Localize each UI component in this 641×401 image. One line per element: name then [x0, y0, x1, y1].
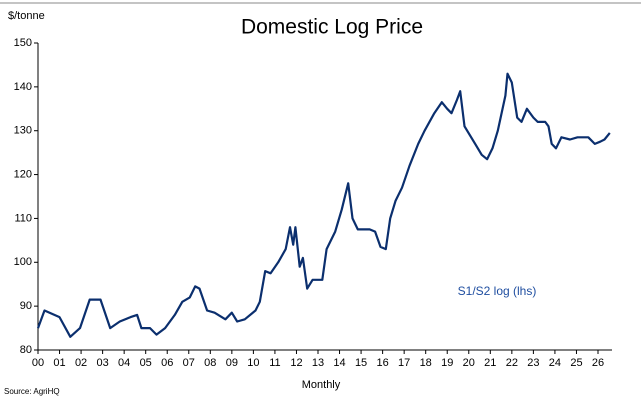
x-tick-label: 25 [570, 357, 582, 369]
x-tick-label: 22 [506, 357, 518, 369]
x-tick-label: 21 [484, 357, 496, 369]
x-tick-label: 09 [226, 357, 238, 369]
chart-title: Domestic Log Price [241, 16, 423, 39]
x-tick-label: 08 [204, 357, 216, 369]
annotation: S1/S2 log (lhs) [458, 284, 537, 298]
y-tick-label: 150 [14, 37, 32, 49]
x-tick-label: 14 [333, 357, 345, 369]
x-tick-label: 07 [183, 357, 195, 369]
x-tick-label: 20 [463, 357, 475, 369]
x-tick-label: 24 [549, 357, 561, 369]
x-tick-label: 23 [527, 357, 539, 369]
x-tick-label: 02 [75, 357, 87, 369]
source: Source: AgriHQ [4, 387, 60, 396]
x-tick-label: 17 [398, 357, 410, 369]
y-tick-label: 120 [14, 168, 32, 180]
data-line [36, 72, 611, 338]
y-tick-label: 110 [14, 212, 32, 224]
x-tick-label: 01 [53, 357, 65, 369]
x-tick-label: 15 [355, 357, 367, 369]
x-tick-label: 00 [32, 357, 44, 369]
y-tick-label: 100 [14, 256, 32, 268]
x-tick-label: 05 [140, 357, 152, 369]
x-tick-label: 03 [96, 357, 108, 369]
x-tick-label: 16 [376, 357, 388, 369]
y-tick-label: 140 [14, 81, 32, 93]
x-tick-label: 12 [290, 357, 302, 369]
x-tick-label: 04 [118, 357, 130, 369]
x-tick-label: 13 [312, 357, 324, 369]
y-tick-label: 80 [20, 344, 32, 356]
y-tick-label: 90 [20, 300, 32, 312]
x-tick-label: 18 [420, 357, 432, 369]
x-tick-label: 19 [441, 357, 453, 369]
x-tick-label: 06 [161, 357, 173, 369]
y-axis-label: $/tonne [8, 10, 45, 22]
y-tick-label: 130 [14, 125, 32, 137]
x-tick-label: 10 [247, 357, 259, 369]
x-tick-label: 26 [592, 357, 604, 369]
x-axis-label: Monthly [302, 379, 341, 391]
x-tick-label: 11 [269, 357, 280, 369]
